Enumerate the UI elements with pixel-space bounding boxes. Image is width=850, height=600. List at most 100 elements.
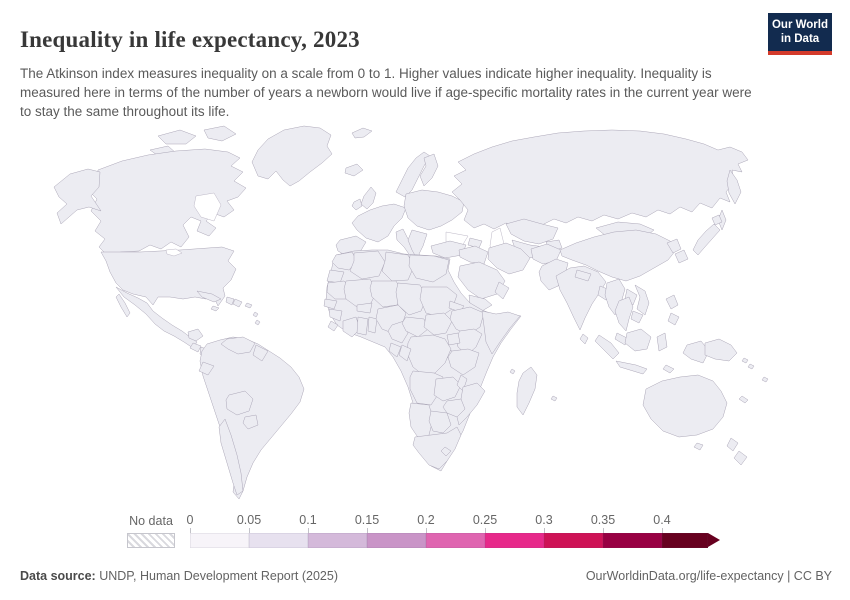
country-niger[interactable] xyxy=(369,280,404,308)
country-nepal[interactable] xyxy=(574,269,592,282)
country-somalia[interactable] xyxy=(481,310,521,355)
country-iceland[interactable] xyxy=(344,163,364,177)
legend-bin-0.3–0.35[interactable] xyxy=(544,533,603,548)
country-mexico[interactable] xyxy=(115,286,198,349)
country-canada[interactable] xyxy=(88,148,247,256)
country-sri-lanka[interactable] xyxy=(579,333,589,345)
owid-link[interactable]: OurWorldinData.org/life-expectancy | CC … xyxy=(585,569,832,583)
country-greenland[interactable] xyxy=(251,125,333,187)
country-ivory-coast[interactable] xyxy=(342,316,361,338)
country-borneo[interactable] xyxy=(624,328,652,352)
legend-bin-0.35–0.4[interactable] xyxy=(603,533,662,548)
legend-bin-0.15–0.2[interactable] xyxy=(367,533,426,548)
country-ireland[interactable] xyxy=(351,198,363,211)
country-new-zealand[interactable] xyxy=(733,450,748,466)
country-botswana[interactable] xyxy=(428,410,452,434)
country-guinea[interactable] xyxy=(328,308,343,322)
country-vietnam[interactable] xyxy=(634,284,650,316)
country-dominican-republic[interactable] xyxy=(232,298,243,308)
country-madagascar[interactable] xyxy=(516,366,538,416)
country-mexico-baja[interactable] xyxy=(115,293,131,318)
country-south-korea[interactable] xyxy=(674,249,689,264)
country-uganda[interactable] xyxy=(446,332,461,346)
country-japan[interactable] xyxy=(692,223,721,256)
country-south-africa[interactable] xyxy=(412,426,462,470)
country-solomon-islands[interactable] xyxy=(747,363,755,370)
country-iran[interactable] xyxy=(487,242,531,275)
country-lesotho[interactable] xyxy=(440,446,452,457)
legend-bin-0.25–0.3[interactable] xyxy=(485,533,544,548)
country-papua-new-guinea[interactable] xyxy=(704,338,738,362)
country-congo[interactable] xyxy=(398,344,412,362)
country-burkina-faso[interactable] xyxy=(356,302,373,314)
country-angola[interactable] xyxy=(409,370,444,406)
country-north-korea[interactable] xyxy=(666,238,682,254)
country-philippines[interactable] xyxy=(667,312,680,326)
legend-bin-0–0.05[interactable] xyxy=(190,533,249,548)
country-china[interactable] xyxy=(559,229,677,282)
country-guianas[interactable] xyxy=(252,344,269,362)
country-canada-arctic-islands[interactable] xyxy=(157,129,197,145)
country-japan-hokkaido[interactable] xyxy=(711,214,723,226)
country-fiji[interactable] xyxy=(761,376,769,383)
country-australia-tasmania[interactable] xyxy=(693,442,704,451)
country-togo-benin[interactable] xyxy=(367,316,378,334)
country-solomon-islands[interactable] xyxy=(741,357,749,364)
country-canada-arctic-islands[interactable] xyxy=(203,125,237,142)
country-indonesian-papua[interactable] xyxy=(682,340,710,364)
country-south-sudan[interactable] xyxy=(423,312,453,336)
legend-bin-0.05–0.1[interactable] xyxy=(249,533,308,548)
country-zambia[interactable] xyxy=(433,376,462,402)
country-egypt[interactable] xyxy=(408,254,450,283)
legend-bin-0.2–0.25[interactable] xyxy=(426,533,485,548)
country-philippines[interactable] xyxy=(665,294,679,310)
country-tanzania[interactable] xyxy=(447,348,480,376)
country-ghana[interactable] xyxy=(356,316,369,336)
country-sudan[interactable] xyxy=(419,286,458,318)
country-paraguay[interactable] xyxy=(242,414,259,430)
legend-no-data-swatch[interactable] xyxy=(127,533,175,548)
country-lesser-antilles[interactable] xyxy=(252,311,259,318)
country-india[interactable] xyxy=(555,265,607,331)
country-russia-kamchatka[interactable] xyxy=(726,169,742,205)
country-gabon[interactable] xyxy=(388,342,402,358)
legend-color-bar[interactable]: 0 0.05 0.1 0.15 0.2 0.25 0.3 0.35 0.4 xyxy=(187,513,720,548)
country-thailand[interactable] xyxy=(614,296,634,332)
country-svalbard[interactable] xyxy=(351,127,373,139)
country-puerto-rico[interactable] xyxy=(244,302,253,309)
country-haiti[interactable] xyxy=(225,296,235,306)
country-guatemala[interactable] xyxy=(189,342,202,353)
country-venezuela[interactable] xyxy=(220,336,256,355)
country-ecuador[interactable] xyxy=(198,361,215,376)
country-new-caledonia[interactable] xyxy=(738,395,749,404)
country-eastern-europe[interactable] xyxy=(403,189,465,231)
country-bolivia[interactable] xyxy=(225,390,254,416)
world-choropleth-map[interactable] xyxy=(0,105,850,510)
country-western-europe[interactable] xyxy=(351,203,407,243)
country-indonesia-sulawesi[interactable] xyxy=(656,332,668,352)
country-timor[interactable] xyxy=(662,364,675,374)
country-iraq-syria[interactable] xyxy=(458,245,489,265)
owid-logo[interactable]: Our World in Data xyxy=(768,13,832,55)
country-cambodia[interactable] xyxy=(630,310,644,324)
country-united-kingdom[interactable] xyxy=(360,186,377,210)
country-finland[interactable] xyxy=(419,153,439,187)
country-oman[interactable] xyxy=(494,281,510,300)
country-chile[interactable] xyxy=(218,418,244,496)
country-australia[interactable] xyxy=(642,374,728,438)
country-russia[interactable] xyxy=(451,129,749,230)
country-morocco[interactable] xyxy=(331,251,358,271)
country-kazakhstan[interactable] xyxy=(505,218,559,245)
country-alaska[interactable] xyxy=(53,168,102,225)
country-indonesia-java[interactable] xyxy=(615,360,648,375)
country-algeria[interactable] xyxy=(349,250,386,280)
country-cuba[interactable] xyxy=(196,290,222,303)
legend-bin-0.4+[interactable] xyxy=(662,533,708,548)
country-comoros[interactable] xyxy=(509,368,516,375)
country-pakistan[interactable] xyxy=(538,258,569,291)
legend-bin-0.1–0.15[interactable] xyxy=(308,533,367,548)
country-indonesia-sumatra[interactable] xyxy=(594,334,620,360)
country-usa[interactable] xyxy=(100,246,237,307)
country-chad[interactable] xyxy=(395,282,428,316)
country-mauritius[interactable] xyxy=(550,395,558,402)
